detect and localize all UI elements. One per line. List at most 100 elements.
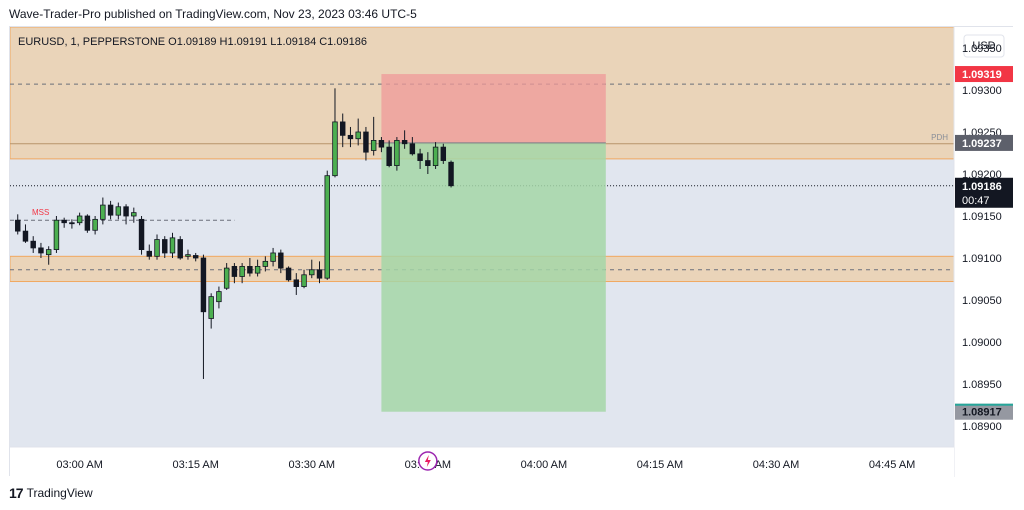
candle-body — [100, 204, 106, 220]
candle — [363, 126, 369, 161]
pdh-label: PDH — [931, 133, 948, 142]
candle-body — [169, 237, 176, 254]
candle-body — [200, 257, 207, 313]
candle-body — [394, 140, 400, 167]
candle-body — [285, 267, 292, 281]
candle — [69, 219, 75, 229]
candle-body — [53, 219, 60, 250]
candle — [355, 118, 361, 146]
candle — [386, 140, 392, 168]
candle-body — [61, 219, 67, 224]
candle-body — [154, 239, 160, 257]
candle — [146, 244, 153, 260]
candle-body — [409, 143, 416, 155]
lightning-bolt — [424, 455, 431, 467]
candle — [192, 252, 199, 262]
candle — [22, 224, 29, 243]
candle-body — [115, 206, 122, 216]
currency-button — [963, 34, 1005, 58]
candle-body — [107, 204, 114, 216]
candle-body — [254, 265, 261, 274]
x-tick-label: 04:15 AM — [637, 459, 683, 471]
candle-body — [216, 291, 222, 303]
y-tick-label: 1.09050 — [962, 295, 1002, 307]
candle — [185, 249, 191, 260]
candle-body — [332, 121, 338, 177]
candle — [448, 160, 454, 188]
candle-body — [386, 146, 392, 167]
y-tick-label: 1.09000 — [962, 337, 1002, 349]
candle-body — [30, 240, 36, 249]
published-caption: Wave-Trader-Pro published on TradingView… — [9, 7, 417, 21]
candle-body — [76, 215, 83, 224]
chart-frame[interactable]: PDH MSS USD 1.09350 1.09300 1.09250 1.09200 1.… — [9, 26, 1014, 477]
candle-body — [223, 267, 230, 289]
target-tag-accent — [955, 403, 1013, 406]
target-price-tag — [955, 403, 1013, 420]
candle — [115, 202, 122, 220]
candle — [216, 286, 222, 309]
candle — [38, 242, 44, 258]
x-tick-label: 03:30 AM — [289, 459, 335, 471]
candle-body — [84, 215, 91, 231]
candle — [231, 263, 238, 284]
candle-body — [162, 239, 168, 254]
candle — [301, 269, 307, 289]
candle-body — [185, 254, 191, 257]
candle — [293, 273, 300, 295]
candle-body — [131, 212, 137, 217]
candle-body — [15, 219, 21, 232]
x-tick-label: 04:00 AM — [521, 459, 567, 471]
candle — [30, 236, 36, 253]
target-price-tag-text: 1.08917 — [962, 407, 1002, 419]
candle-body — [22, 230, 29, 242]
candle — [100, 197, 106, 225]
candle — [131, 207, 137, 223]
y-tick-label: 1.08950 — [962, 379, 1002, 391]
candle — [347, 126, 354, 148]
candle — [15, 214, 21, 235]
y-tick-label: 1.08900 — [962, 421, 1002, 433]
candle-body — [123, 206, 129, 217]
y-tick-label: 1.09300 — [962, 85, 1002, 97]
candle-body — [262, 260, 269, 267]
candle-body — [38, 247, 44, 254]
candle — [278, 249, 284, 274]
candle — [84, 214, 91, 233]
candle — [270, 247, 276, 267]
candle — [309, 259, 315, 279]
candle-body — [247, 265, 253, 274]
candle — [324, 170, 330, 280]
candle — [223, 263, 230, 290]
candle — [247, 258, 253, 277]
candle-body — [401, 140, 408, 145]
current-price-tag-text: 1.09186 — [962, 181, 1002, 193]
candle-body — [278, 252, 284, 269]
x-tick-label: 04:45 AM — [869, 459, 915, 471]
candle — [200, 254, 207, 379]
candle — [285, 266, 292, 282]
footer-brand: TradingView — [26, 486, 93, 500]
candle — [417, 148, 423, 169]
entry-price-tag-text: 1.09237 — [962, 138, 1002, 150]
candle — [138, 216, 145, 255]
candle-body — [339, 121, 346, 136]
symbol-ohlc-line: EURUSD, 1, PEPPERSTONE O1.09189 H1.09191… — [18, 36, 367, 48]
candle — [45, 246, 52, 265]
candle-body — [146, 250, 153, 257]
candle-body — [45, 249, 52, 256]
candle — [162, 236, 168, 258]
tradingview-logo-icon: 17 — [9, 485, 24, 501]
candle-body — [378, 140, 385, 148]
candle — [394, 137, 400, 171]
currency-label: USD — [972, 40, 995, 52]
candle — [440, 143, 447, 164]
candle — [53, 216, 60, 253]
candle-body — [301, 274, 307, 287]
candle-body — [425, 160, 431, 166]
candle — [107, 200, 114, 220]
candle-body — [432, 146, 439, 167]
candle-body — [324, 175, 330, 279]
candle — [154, 234, 160, 260]
